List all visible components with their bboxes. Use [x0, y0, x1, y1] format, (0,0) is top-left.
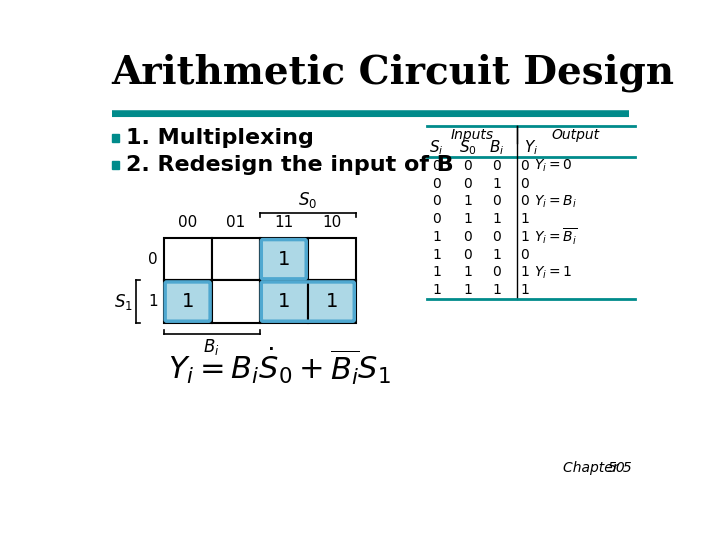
Text: 10: 10 [322, 215, 341, 231]
Text: $S_0$: $S_0$ [298, 190, 318, 211]
Text: $Y_i = B_i$: $Y_i = B_i$ [534, 193, 577, 210]
Text: $B_i$: $B_i$ [489, 139, 505, 157]
Text: $B_i$: $B_i$ [203, 336, 220, 356]
Text: 1: 1 [463, 212, 472, 226]
Text: 1: 1 [492, 283, 501, 297]
Text: 1: 1 [521, 230, 529, 244]
Text: 1: 1 [492, 248, 501, 261]
Text: 01: 01 [226, 215, 246, 231]
Text: 1: 1 [278, 292, 290, 311]
Text: 1: 1 [492, 177, 501, 191]
Text: 1: 1 [492, 212, 501, 226]
Text: 0: 0 [432, 159, 441, 173]
Text: $Y_i$: $Y_i$ [524, 139, 538, 157]
Text: 0: 0 [492, 265, 501, 279]
Bar [163, 238, 212, 280]
Bar [212, 238, 260, 280]
Text: 1: 1 [432, 265, 441, 279]
Bar [307, 280, 356, 323]
Bar [307, 238, 356, 280]
Text: 1: 1 [521, 212, 529, 226]
Text: 1: 1 [432, 283, 441, 297]
Text: $Y_i = 0$: $Y_i = 0$ [534, 158, 572, 174]
Text: 1: 1 [325, 292, 338, 311]
Bar [212, 280, 260, 323]
Text: Arithmetic Circuit Design: Arithmetic Circuit Design [112, 53, 675, 92]
Bar [112, 161, 120, 168]
Text: 1: 1 [181, 292, 194, 311]
Text: 1: 1 [148, 294, 158, 309]
Text: 1: 1 [432, 248, 441, 261]
Bar [260, 280, 307, 323]
Text: 0: 0 [521, 177, 529, 191]
Text: 1: 1 [463, 265, 472, 279]
Text: Output: Output [552, 128, 600, 142]
Text: 0: 0 [521, 194, 529, 208]
Bar [260, 238, 307, 280]
Text: 0: 0 [492, 159, 501, 173]
Text: 0: 0 [432, 212, 441, 226]
Text: $Y_i = \overline{B_i}$: $Y_i = \overline{B_i}$ [534, 227, 577, 247]
Text: 1: 1 [463, 194, 472, 208]
Text: 2. Redesign the input of B: 2. Redesign the input of B [126, 155, 454, 175]
Text: 0: 0 [463, 177, 472, 191]
Text: 1: 1 [521, 265, 529, 279]
Text: 0: 0 [463, 248, 472, 261]
Text: Chapter 5: Chapter 5 [563, 461, 631, 475]
Text: $S_i$: $S_i$ [429, 139, 444, 157]
Text: 1. Multiplexing: 1. Multiplexing [126, 128, 313, 148]
Text: $S_1$: $S_1$ [114, 292, 132, 312]
Text: $Y_i = B_i\dot{S}_0 + \overline{B_i}S_1$: $Y_i = B_i\dot{S}_0 + \overline{B_i}S_1$ [168, 346, 390, 387]
Bar [163, 280, 212, 323]
Text: 0: 0 [463, 159, 472, 173]
Bar [112, 134, 120, 142]
Text: 0: 0 [463, 230, 472, 244]
Text: 1: 1 [432, 230, 441, 244]
Text: 11: 11 [274, 215, 293, 231]
Text: 0: 0 [492, 230, 501, 244]
Text: Inputs: Inputs [451, 128, 494, 142]
Text: 0: 0 [521, 159, 529, 173]
Text: 0: 0 [432, 194, 441, 208]
Text: $S_0$: $S_0$ [459, 139, 477, 157]
Text: 50: 50 [608, 461, 626, 475]
Text: 1: 1 [278, 249, 290, 269]
Text: $Y_i = 1$: $Y_i = 1$ [534, 264, 572, 280]
Text: 1: 1 [463, 283, 472, 297]
Text: 0: 0 [492, 194, 501, 208]
Text: 1: 1 [521, 283, 529, 297]
Text: 0: 0 [148, 252, 158, 267]
Text: 00: 00 [178, 215, 197, 231]
Text: 0: 0 [432, 177, 441, 191]
Text: 0: 0 [521, 248, 529, 261]
